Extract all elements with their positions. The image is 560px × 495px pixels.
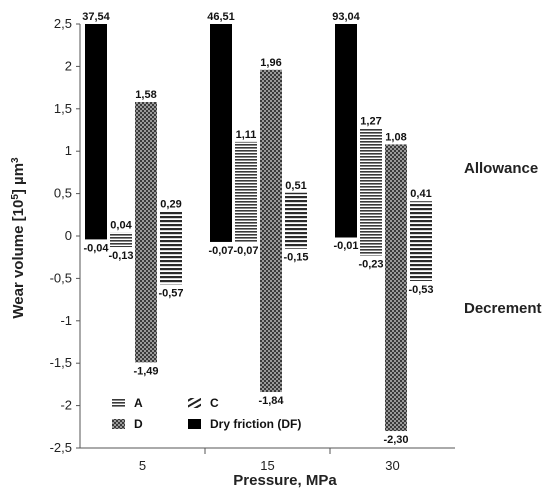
y-tick-label: -2 — [60, 398, 72, 413]
bar-dry-positive — [335, 24, 357, 236]
data-label-negative: -2,30 — [383, 434, 408, 446]
data-label-positive: 1,58 — [135, 89, 156, 101]
data-label-positive: 93,04 — [332, 11, 360, 23]
annotation-allowance: Allowance — [464, 160, 538, 177]
x-tick-label: 30 — [385, 458, 399, 473]
bar-c-negative — [160, 236, 182, 285]
legend-label: D — [134, 417, 143, 431]
bar-d-negative — [135, 236, 157, 363]
data-label-positive: 37,54 — [82, 11, 110, 23]
legend: A C D Dry friction (DF) — [112, 396, 301, 431]
data-label-negative: -0,53 — [408, 284, 433, 296]
y-tick-label: 0,5 — [54, 186, 72, 201]
data-label-positive: 1,11 — [236, 129, 257, 141]
bar-a-negative — [360, 236, 382, 256]
bar-a-positive — [110, 232, 132, 236]
bar-c-positive — [160, 211, 182, 236]
legend-swatch — [188, 419, 201, 429]
y-tick-label: 1 — [65, 143, 72, 158]
data-label-negative: -0,04 — [83, 242, 109, 254]
bar-d-negative — [385, 236, 407, 432]
x-tick-label: 5 — [139, 458, 146, 473]
data-label-negative: -0,13 — [108, 250, 133, 262]
data-label-positive: 46,51 — [207, 11, 235, 23]
bar-dry-positive — [85, 24, 107, 236]
bar-c-positive — [410, 201, 432, 236]
plot-area: 2,521,510,50-0,5-1-1,5-2-2,5537,54-0,040… — [50, 11, 455, 473]
y-axis-title: Wear volume [105] µm3 — [10, 157, 28, 319]
legend-label: A — [134, 396, 143, 410]
y-tick-label: -2,5 — [50, 440, 72, 455]
bar-c-negative — [410, 236, 432, 281]
bar-a-positive — [360, 128, 382, 236]
y-tick-label: 2 — [65, 58, 72, 73]
data-label-positive: 0,29 — [160, 198, 181, 210]
y-tick-label: 2,5 — [54, 16, 72, 31]
bar-dry-negative — [335, 236, 357, 238]
legend-swatch — [112, 398, 125, 408]
bar-dry-positive — [210, 24, 232, 236]
bar-a-negative — [235, 236, 257, 242]
bar-d-negative — [260, 236, 282, 393]
legend-swatch — [112, 419, 125, 429]
data-label-positive: 1,27 — [360, 115, 381, 127]
y-tick-label: -0,5 — [50, 270, 72, 285]
bar-d-positive — [135, 102, 157, 237]
bar-a-positive — [235, 141, 257, 236]
bar-d-positive — [260, 69, 282, 237]
data-label-negative: -0,01 — [333, 240, 358, 252]
data-label-negative: -0,07 — [208, 245, 233, 257]
legend-swatch — [188, 398, 201, 408]
data-label-negative: -0,23 — [358, 259, 383, 271]
x-tick-label: 15 — [260, 458, 274, 473]
data-label-positive: 0,51 — [285, 180, 306, 192]
x-axis-title: Pressure, MPa — [233, 472, 337, 489]
y-tick-label: -1 — [60, 313, 72, 328]
annotation-decrement: Decrement — [464, 300, 542, 317]
data-label-negative: -1,49 — [133, 365, 158, 377]
data-label-negative: -0,07 — [233, 245, 258, 257]
data-label-negative: -0,57 — [158, 287, 183, 299]
data-label-positive: 0,41 — [410, 188, 431, 200]
legend-label: C — [210, 396, 219, 410]
bar-a-negative — [110, 236, 132, 248]
data-label-positive: 0,04 — [110, 220, 132, 232]
y-tick-label: -1,5 — [50, 355, 72, 370]
data-label-positive: 1,08 — [385, 131, 406, 143]
bar-dry-negative — [85, 236, 107, 240]
y-tick-label: 1,5 — [54, 101, 72, 116]
data-label-negative: -1,84 — [258, 395, 284, 407]
data-label-positive: 1,96 — [260, 57, 281, 69]
bar-c-negative — [285, 236, 307, 249]
bar-dry-negative — [210, 236, 232, 242]
bar-d-positive — [385, 144, 407, 236]
data-label-negative: -0,15 — [283, 252, 308, 264]
y-tick-label: 0 — [65, 228, 72, 243]
legend-label: Dry friction (DF) — [210, 417, 301, 431]
bar-c-positive — [285, 192, 307, 236]
